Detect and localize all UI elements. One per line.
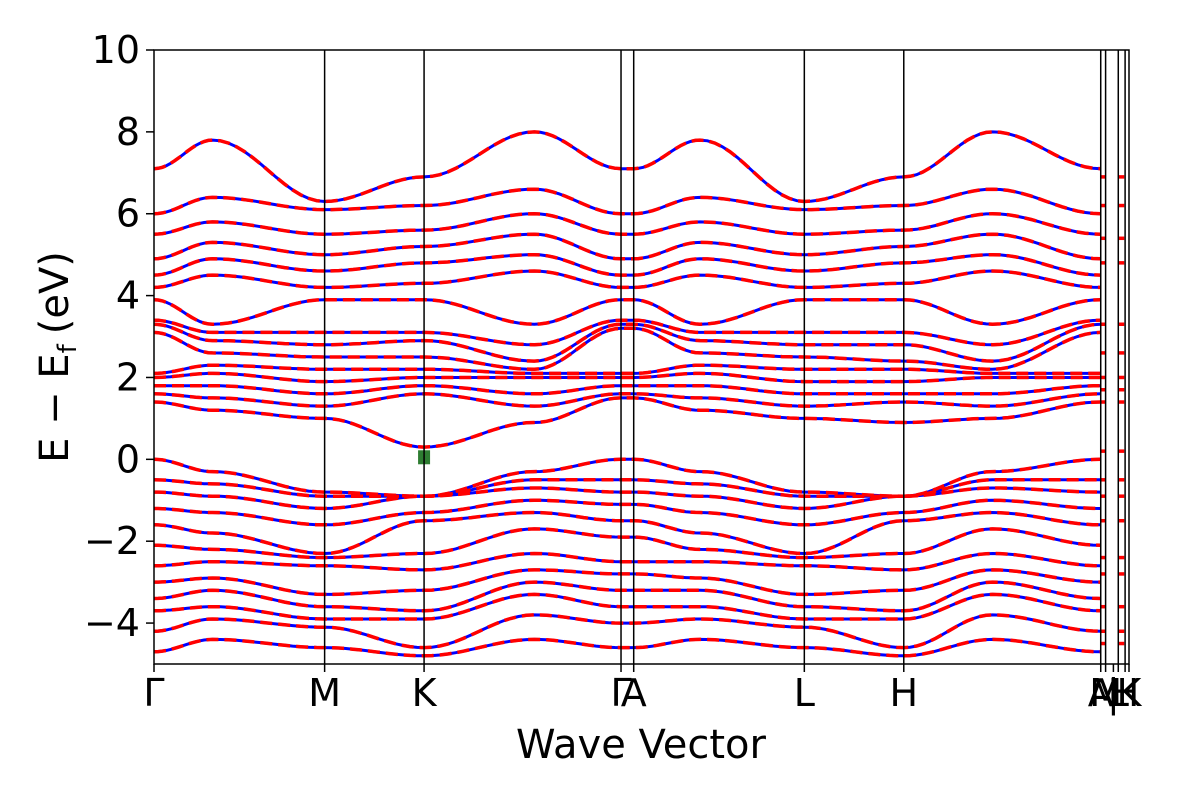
band-line bbox=[154, 527, 1101, 560]
band-line bbox=[154, 318, 1101, 347]
band-line bbox=[154, 527, 1101, 560]
band-line bbox=[154, 297, 1101, 327]
band-line bbox=[154, 478, 1101, 498]
band-line bbox=[154, 130, 1101, 204]
band-line bbox=[154, 383, 1101, 396]
y-axis-title-unit: (eV) bbox=[32, 251, 78, 334]
band-line bbox=[154, 486, 1101, 511]
x-axis-ticks: Γ M K ΓA L H AM|LHK bbox=[143, 664, 1143, 716]
band-line bbox=[154, 326, 1101, 371]
band-line bbox=[154, 269, 1101, 290]
x-tick-label: Γ bbox=[143, 671, 164, 715]
band-line bbox=[154, 392, 1101, 408]
x-tick-label: M bbox=[308, 671, 341, 715]
plot-frame bbox=[153, 49, 1130, 665]
band-line bbox=[154, 637, 1101, 658]
y-tick-label: −4 bbox=[84, 601, 140, 645]
band-line bbox=[154, 232, 1101, 261]
band-line bbox=[154, 510, 1101, 556]
band-line bbox=[154, 322, 1101, 363]
band-line bbox=[154, 371, 1101, 384]
x-tick-label: | bbox=[1107, 671, 1120, 716]
y-tick-label: 6 bbox=[116, 192, 140, 236]
band-line bbox=[154, 457, 1101, 498]
band-line bbox=[154, 326, 1101, 372]
y-tick-label: 2 bbox=[116, 355, 140, 399]
y-tick-label: −2 bbox=[84, 519, 140, 563]
band-line bbox=[154, 613, 1101, 650]
band-line bbox=[154, 187, 1101, 216]
band-line bbox=[154, 510, 1101, 556]
x-tick-label: H bbox=[1111, 671, 1140, 715]
x-tick-label: A bbox=[621, 671, 647, 715]
x-tick-label: Γ bbox=[610, 671, 631, 715]
y-tick-label: 8 bbox=[116, 110, 140, 154]
y-axis-title-subscript: f bbox=[53, 343, 83, 353]
y-tick-label: 0 bbox=[116, 437, 140, 481]
x-tick-label: A bbox=[1088, 671, 1114, 715]
y-tick-label: 4 bbox=[116, 274, 140, 318]
band-lines bbox=[154, 130, 1101, 658]
kpoint-dividers bbox=[323, 50, 1126, 664]
x-tick-label: H bbox=[889, 671, 918, 715]
band-line bbox=[154, 580, 1101, 613]
x-tick-label: L bbox=[794, 671, 815, 715]
x-tick-label: L bbox=[1108, 671, 1129, 715]
x-tick-label: M bbox=[1089, 671, 1122, 715]
band-line bbox=[154, 211, 1101, 236]
band-line bbox=[154, 592, 1101, 621]
band-line bbox=[154, 613, 1101, 650]
band-line bbox=[154, 396, 1101, 449]
band-line bbox=[154, 551, 1101, 572]
band-line bbox=[154, 392, 1101, 408]
y-axis-title: E − Ef (eV) bbox=[32, 251, 83, 463]
band-line bbox=[154, 498, 1101, 527]
y-axis-title-main: E − E bbox=[32, 353, 78, 463]
band-line bbox=[154, 363, 1101, 376]
x-tick-label: K bbox=[412, 671, 438, 715]
y-tick-label: 10 bbox=[92, 28, 140, 72]
y-axis-ticks: −4 −2 0 2 4 6 8 10 bbox=[84, 28, 154, 645]
band-line bbox=[154, 568, 1101, 597]
band-line bbox=[154, 252, 1101, 277]
x-tick-label: K bbox=[1117, 671, 1143, 715]
x-axis-title: Wave Vector bbox=[516, 722, 767, 768]
tail-segments bbox=[1100, 175, 1126, 646]
